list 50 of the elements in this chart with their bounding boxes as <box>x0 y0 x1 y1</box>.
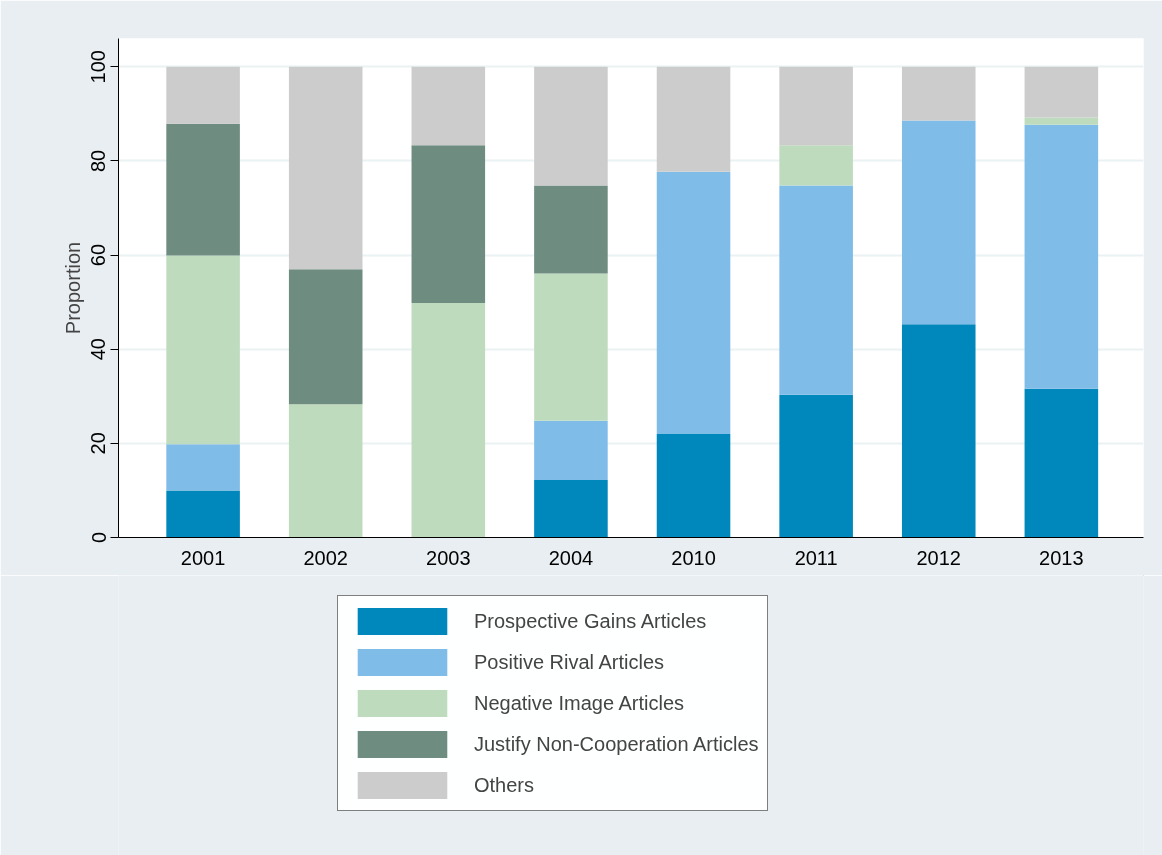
bar <box>901 324 976 538</box>
bar <box>411 303 486 538</box>
bar <box>779 66 853 146</box>
y-axis-title: Proportion <box>61 241 84 335</box>
bar <box>656 433 731 538</box>
x-tick-label: 2012 <box>916 546 961 569</box>
x-tick-label: 2010 <box>671 546 716 569</box>
x-tick-label: 2004 <box>548 546 594 569</box>
bar <box>166 444 240 491</box>
bar <box>411 66 486 146</box>
bar <box>779 394 853 538</box>
y-tick-label: 40 <box>87 338 110 361</box>
bar <box>779 185 853 395</box>
bar <box>534 273 608 421</box>
bar <box>411 145 486 304</box>
bar <box>901 66 976 121</box>
x-tick-label: 2011 <box>794 546 838 569</box>
bar <box>288 66 363 270</box>
y-tick-label: 0 <box>87 531 110 544</box>
bar <box>1024 117 1099 125</box>
x-tick-label: 2013 <box>1039 546 1084 569</box>
bar <box>166 255 240 445</box>
bar <box>1024 388 1099 538</box>
bar <box>288 269 363 405</box>
bar <box>779 145 853 186</box>
x-tick-label: 2002 <box>303 546 348 569</box>
legend-label: Positive Rival Articles <box>474 650 665 674</box>
bar <box>656 66 731 172</box>
x-tick-label: 2001 <box>180 546 226 569</box>
bar <box>166 66 240 124</box>
legend-label: Others <box>474 773 535 797</box>
bar <box>1024 124 1099 389</box>
y-tick-label: 100 <box>87 50 110 84</box>
legend-label: Justify Non-Cooperation Articles <box>474 732 759 756</box>
bar <box>901 120 976 325</box>
bar <box>288 404 363 538</box>
legend-label: Prospective Gains Articles <box>474 609 707 633</box>
bar <box>166 490 240 538</box>
bar <box>534 185 608 274</box>
y-tick-label: 80 <box>87 149 110 173</box>
bar <box>1024 66 1099 118</box>
bar <box>166 123 240 256</box>
x-tick-label: 2003 <box>426 546 471 569</box>
y-tick-label: 20 <box>87 432 110 455</box>
bar <box>656 171 731 434</box>
bar <box>534 480 608 538</box>
bar <box>534 66 608 186</box>
bar <box>534 420 608 481</box>
y-tick-label: 60 <box>87 243 110 267</box>
legend-label: Negative Image Articles <box>474 691 685 715</box>
